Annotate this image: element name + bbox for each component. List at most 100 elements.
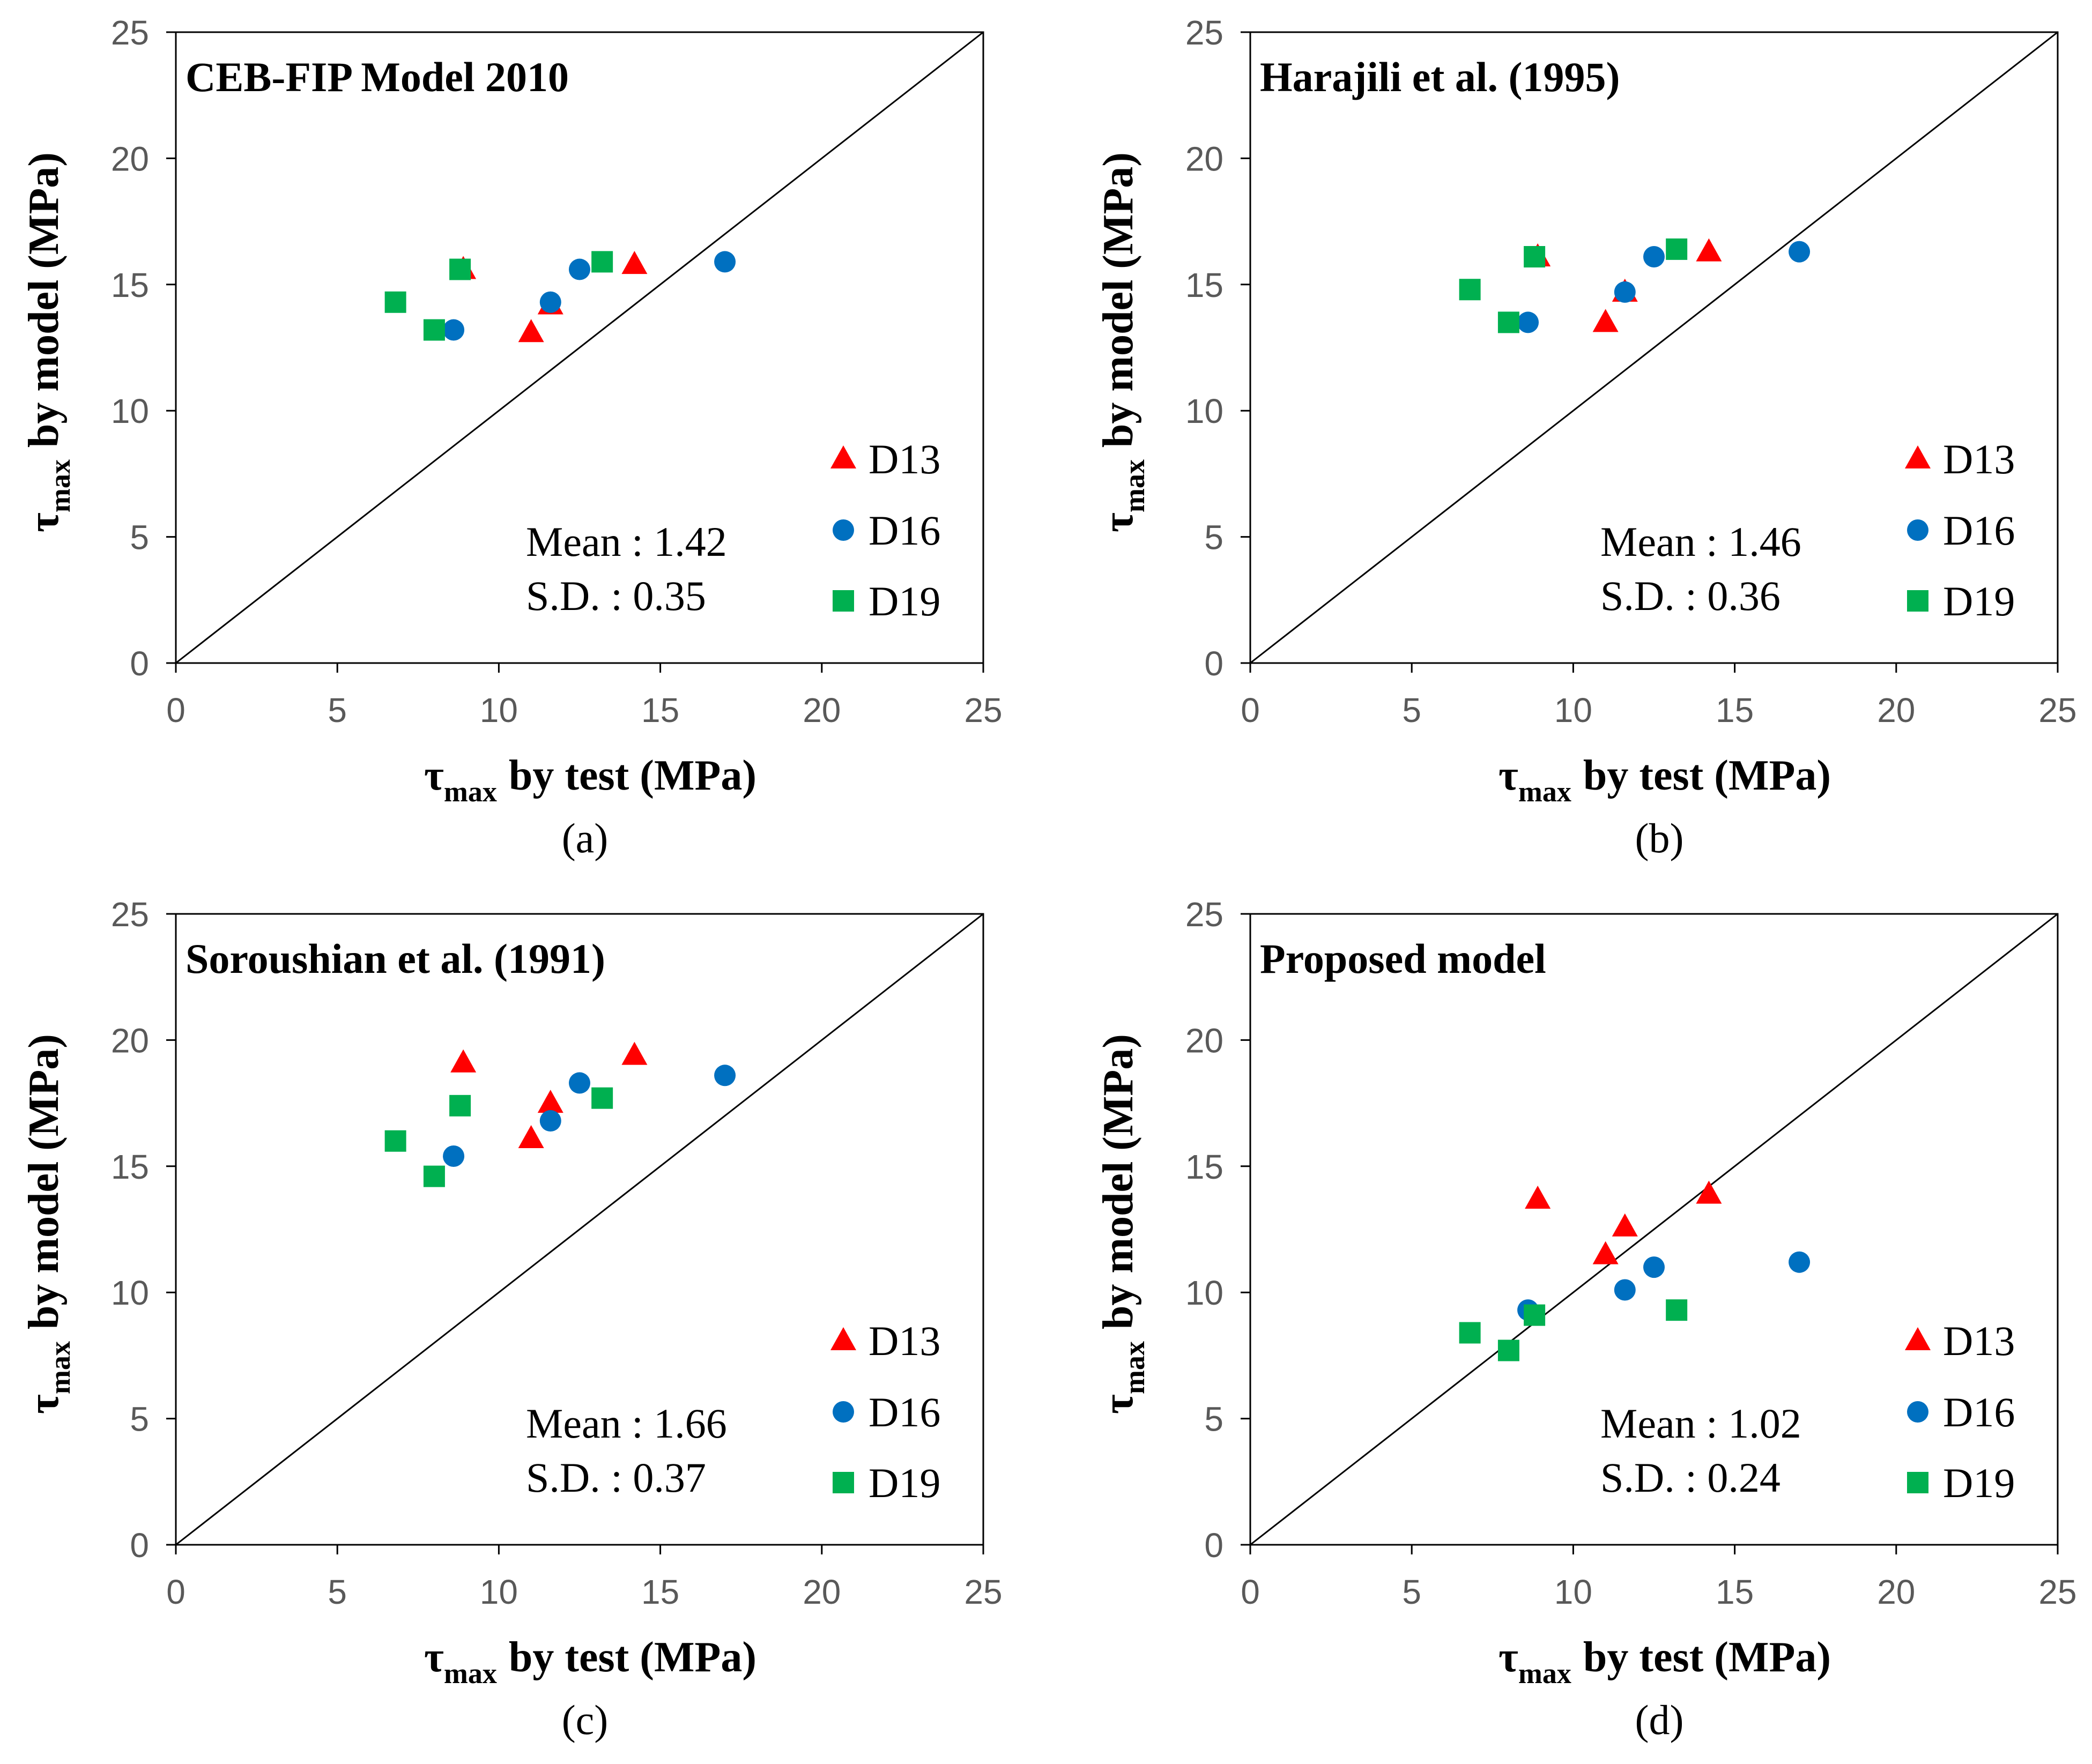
- legend-label-d19: D19: [1943, 578, 2015, 624]
- mean-text: Mean : 1.66: [526, 1400, 727, 1447]
- plot-frame: [175, 31, 984, 664]
- y-axis-symbol: τ: [1095, 512, 1142, 532]
- x-tick-label: 20: [803, 691, 841, 730]
- y-tick-label: 15: [1185, 1148, 1223, 1186]
- y-tick-label: 0: [130, 1526, 149, 1565]
- y-axis-subscript: max: [44, 459, 76, 512]
- y-axis-text: by model (MPa): [1095, 1034, 1142, 1329]
- data-point-d19: [1524, 1304, 1546, 1326]
- y-tick-label: 10: [1185, 392, 1223, 430]
- data-point-d19: [449, 1095, 471, 1117]
- panel-label: (d): [1635, 1696, 1684, 1743]
- y-tick-label: 0: [1204, 1526, 1223, 1565]
- legend-marker-d13: [830, 445, 856, 468]
- legend-label-d13: D13: [869, 436, 940, 482]
- x-tick-label: 10: [1554, 1573, 1592, 1611]
- data-point-d13: [450, 1049, 477, 1073]
- data-point-d13: [1525, 1186, 1551, 1209]
- y-axis-label: τmax by model (MPa): [1095, 152, 1151, 532]
- data-point-d19: [1666, 238, 1688, 260]
- y-axis-symbol: τ: [20, 512, 68, 532]
- y-tick-label: 15: [111, 266, 149, 304]
- data-point-d19: [423, 1165, 445, 1187]
- legend-marker-d19: [1907, 1472, 1928, 1493]
- data-point-d13: [1592, 309, 1619, 332]
- data-point-d19: [1524, 246, 1546, 268]
- y-axis-subscript: max: [1118, 459, 1151, 512]
- y-axis-symbol: τ: [1095, 1394, 1142, 1414]
- x-tick-label: 0: [1241, 691, 1260, 730]
- x-tick-label: 25: [964, 1573, 1002, 1611]
- reference-line: [175, 31, 984, 664]
- x-axis-label: τmax by test (MPa): [1498, 752, 1831, 808]
- data-point-d16: [1517, 311, 1539, 333]
- data-point-d19: [1497, 311, 1519, 333]
- legend-label-d19: D19: [869, 1460, 940, 1506]
- y-axis-label: τmax by model (MPa): [20, 1034, 76, 1414]
- legend-label-d13: D13: [1943, 436, 2015, 482]
- legend-marker-d13: [1905, 445, 1931, 468]
- x-tick-label: 15: [641, 1573, 679, 1611]
- legend-marker-d16: [833, 1401, 854, 1423]
- x-axis-symbol: τ: [1498, 1634, 1518, 1681]
- x-tick-label: 5: [328, 691, 347, 730]
- data-point-d19: [1497, 1339, 1519, 1361]
- x-axis-subscript: max: [444, 776, 497, 808]
- x-tick-label: 10: [1554, 691, 1592, 730]
- y-axis-label: τmax by model (MPa): [20, 152, 76, 532]
- y-axis-text: by model (MPa): [20, 1034, 68, 1329]
- x-tick-label: 10: [480, 691, 518, 730]
- chart-title: Proposed model: [1260, 935, 1546, 982]
- y-tick-label: 5: [1204, 1400, 1223, 1439]
- data-point-d19: [591, 1087, 613, 1109]
- x-tick-label: 0: [166, 691, 186, 730]
- data-point-d19: [423, 319, 445, 341]
- panel-label: (a): [562, 815, 609, 861]
- chart-title: Harajili et al. (1995): [1260, 54, 1620, 100]
- y-axis-subscript: max: [44, 1341, 76, 1394]
- y-tick-label: 20: [111, 1021, 149, 1060]
- y-tick-label: 15: [111, 1148, 149, 1186]
- y-tick-label: 25: [1185, 895, 1223, 934]
- data-point-d19: [384, 1130, 406, 1152]
- data-point-d16: [714, 1065, 736, 1086]
- y-tick-label: 25: [111, 13, 149, 52]
- y-tick-label: 20: [1185, 139, 1223, 178]
- legend-marker-d13: [830, 1327, 856, 1350]
- legend-marker-d16: [1907, 519, 1928, 541]
- y-tick-label: 20: [1185, 1021, 1223, 1060]
- x-tick-label: 25: [2038, 691, 2076, 730]
- legend-marker-d19: [833, 590, 854, 612]
- x-tick-label: 15: [1716, 1573, 1754, 1611]
- mean-text: Mean : 1.02: [1600, 1400, 1801, 1447]
- data-point-d19: [449, 258, 471, 280]
- x-axis-text: by test (MPa): [1583, 1634, 1831, 1681]
- y-tick-label: 15: [1185, 266, 1223, 304]
- legend-marker-d16: [833, 519, 854, 541]
- x-tick-label: 5: [1402, 1573, 1421, 1611]
- reference-line: [175, 913, 984, 1546]
- chart-panel-c: 0 5 10 15 20 25 0 5 10 15 20 25 Soroushian et al. (1…: [20, 895, 1003, 1743]
- x-axis-text: by test (MPa): [1583, 752, 1831, 799]
- sd-text: S.D. : 0.36: [1600, 572, 1781, 619]
- x-axis-subscript: max: [444, 1657, 497, 1689]
- legend-label-d13: D13: [1943, 1318, 2015, 1364]
- x-axis-symbol: τ: [424, 1634, 444, 1681]
- x-tick-label: 20: [1877, 1573, 1915, 1611]
- x-axis-text: by test (MPa): [509, 752, 756, 799]
- y-tick-label: 20: [111, 139, 149, 178]
- y-tick-label: 0: [1204, 644, 1223, 683]
- data-point-d16: [569, 258, 590, 280]
- legend-label-d16: D16: [869, 1389, 940, 1435]
- y-tick-label: 25: [1185, 13, 1223, 52]
- y-tick-label: 5: [130, 1400, 149, 1439]
- x-axis-label: τmax by test (MPa): [1498, 1634, 1831, 1689]
- mean-text: Mean : 1.42: [526, 518, 727, 565]
- legend-marker-d16: [1907, 1401, 1928, 1423]
- mean-text: Mean : 1.46: [1600, 518, 1801, 565]
- data-point-d13: [518, 319, 544, 343]
- chart-title: CEB-FIP Model 2010: [186, 54, 569, 100]
- x-tick-label: 5: [1402, 691, 1421, 730]
